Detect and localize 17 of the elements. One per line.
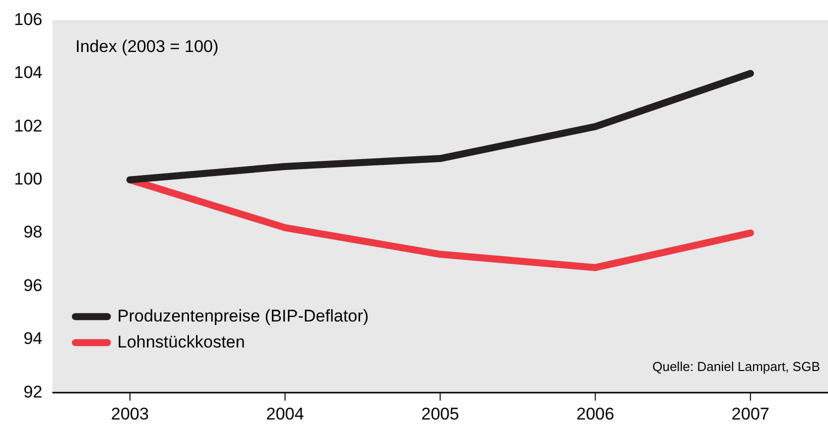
y-tick-label: 104 (14, 63, 42, 82)
x-tick-label: 2004 (266, 404, 304, 424)
y-tick-label: 106 (14, 10, 42, 29)
annotation: Index (2003 = 100) (75, 36, 219, 56)
y-tick-label: 92 (23, 382, 42, 402)
y-tick-label: 102 (14, 116, 42, 136)
y-tick-label: 100 (14, 169, 42, 188)
x-tick-label: 2003 (111, 404, 149, 424)
x-tick-label: 2006 (576, 404, 614, 424)
y-tick-label: 94 (23, 329, 42, 348)
annotation: Quelle: Daniel Lampart, SGB (652, 359, 820, 374)
legend-label: Produzentenpreise (BIP-Deflator) (117, 306, 369, 326)
y-tick-label: 96 (23, 276, 42, 295)
x-tick-label: 2005 (421, 404, 460, 424)
x-tick-label: 2007 (732, 404, 770, 424)
y-tick-label: 98 (23, 222, 42, 242)
legend-label: Lohnstückkosten (117, 332, 245, 352)
